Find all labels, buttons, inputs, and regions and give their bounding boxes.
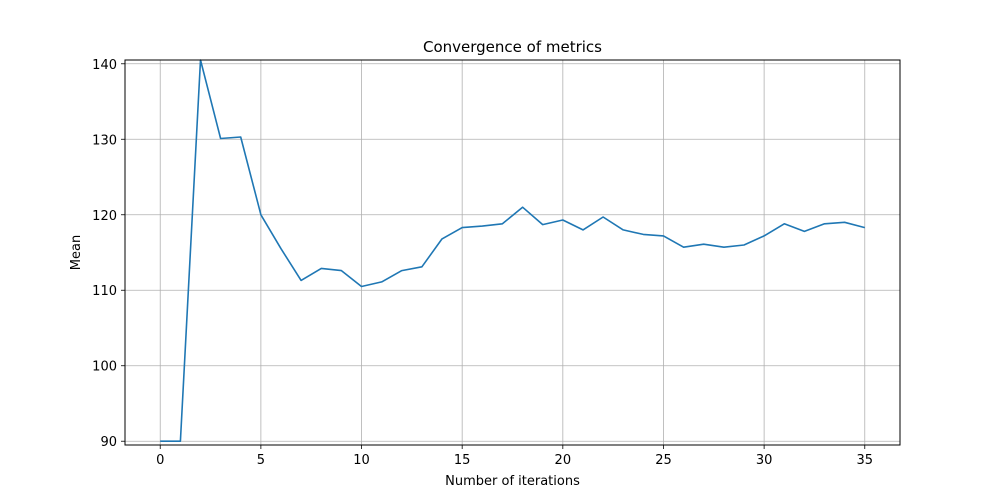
y-tick-label: 140 (92, 58, 117, 73)
chart-title: Convergence of metrics (423, 38, 602, 56)
y-tick-label: 130 (92, 133, 117, 148)
y-tick-label: 100 (92, 360, 117, 375)
y-tick-label: 90 (100, 435, 117, 450)
x-tick-label: 5 (257, 453, 265, 468)
x-tick-label: 0 (156, 453, 164, 468)
x-tick-label: 15 (454, 453, 471, 468)
x-tick-label: 10 (353, 453, 370, 468)
y-axis: 90 100 110 120 130 140 (92, 58, 125, 450)
x-tick-label: 35 (856, 453, 873, 468)
x-tick-label: 30 (756, 453, 773, 468)
y-tick-label: 120 (92, 209, 117, 224)
y-tick-label: 110 (92, 284, 117, 299)
series-line (160, 59, 866, 443)
series-layer (160, 59, 866, 443)
plot-frame (124, 59, 901, 446)
x-tick-label: 25 (655, 453, 672, 468)
x-tick-label: 20 (555, 453, 572, 468)
x-axis: 0 5 10 15 20 25 30 35 (156, 445, 873, 468)
y-axis-title: Mean (69, 235, 84, 270)
x-axis-title: Number of iterations (445, 474, 580, 489)
grid-lines (125, 60, 900, 445)
